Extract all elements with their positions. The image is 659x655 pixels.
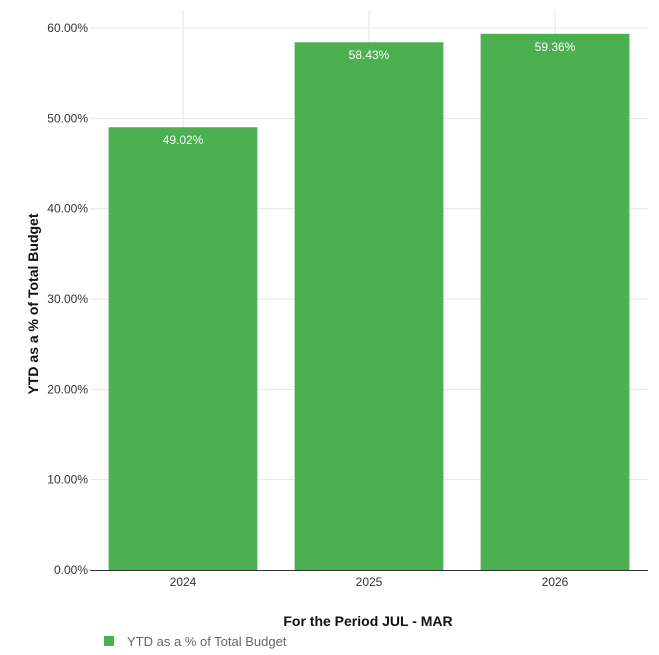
legend[interactable]: YTD as a % of Total Budget [104, 634, 287, 649]
legend-swatch[interactable] [104, 636, 114, 646]
data-label: 49.02% [163, 133, 204, 147]
y-tick-label: 40.00% [47, 202, 88, 216]
y-tick-label: 20.00% [47, 382, 88, 396]
x-axis-title: For the Period JUL - MAR [283, 613, 452, 629]
bars [108, 33, 630, 571]
bar-2025[interactable] [294, 42, 444, 570]
legend-label[interactable]: YTD as a % of Total Budget [127, 634, 287, 649]
y-tick-label: 0.00% [54, 563, 88, 577]
bar-2026[interactable] [480, 33, 630, 571]
y-tick-label: 10.00% [47, 473, 88, 487]
y-tick-label: 60.00% [47, 21, 88, 35]
y-tick-label: 30.00% [47, 292, 88, 306]
x-tick-label: 2025 [356, 575, 383, 589]
x-axis-ticks: 2024 2025 2026 [170, 575, 569, 589]
y-axis-ticks: 0.00% 10.00% 20.00% 30.00% 40.00% 50.00% 60.00… [47, 21, 88, 577]
y-tick-label: 50.00% [47, 111, 88, 125]
data-labels: 49.02% 58.43% 59.36% [163, 40, 576, 147]
x-tick-label: 2026 [542, 575, 569, 589]
x-tick-label: 2024 [170, 575, 197, 589]
y-axis-title: YTD as a % of Total Budget [25, 213, 41, 394]
bar-2024[interactable] [108, 127, 258, 570]
data-label: 58.43% [349, 48, 390, 62]
data-label: 59.36% [535, 40, 576, 54]
